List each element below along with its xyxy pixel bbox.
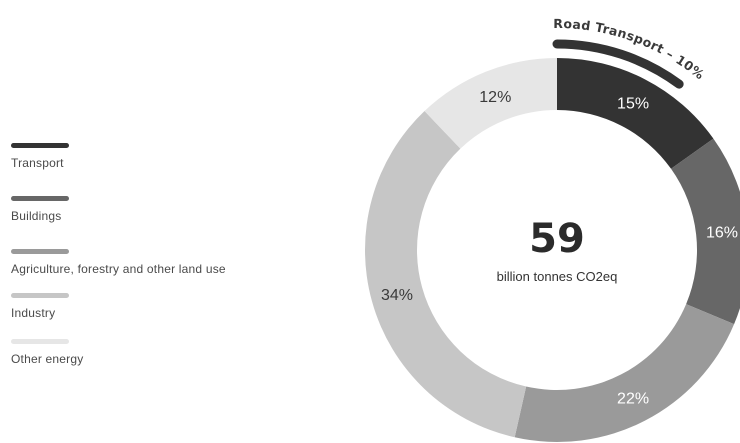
slice-label-agriculture-forestry-and-other-land-use: 22% bbox=[617, 391, 649, 408]
legend-item-buildings: Buildings bbox=[11, 196, 69, 223]
legend-item-other-energy: Other energy bbox=[11, 339, 83, 366]
center-total-value: 59 bbox=[529, 216, 585, 262]
center-total-caption: billion tonnes CO2eq bbox=[497, 269, 618, 284]
slice-labels: 15% 16% 22% 34% 12% bbox=[381, 89, 738, 408]
legend-item-industry: Industry bbox=[11, 293, 69, 320]
legend-swatch-industry bbox=[11, 293, 69, 298]
sub-segment-arc bbox=[552, 39, 684, 89]
slice-label-industry: 34% bbox=[381, 287, 413, 304]
donut-slices bbox=[365, 57, 740, 443]
legend-label-buildings: Buildings bbox=[11, 209, 62, 223]
slice-industry bbox=[365, 111, 527, 438]
legend-item-agriculture: Agriculture, forestry and other land use bbox=[11, 249, 226, 276]
legend-swatch-agriculture bbox=[11, 249, 69, 254]
slice-label-other-energy: 12% bbox=[479, 89, 511, 106]
legend-label-other-energy: Other energy bbox=[11, 352, 84, 366]
legend-swatch-other-energy bbox=[11, 339, 69, 344]
legend-item-transport: Transport bbox=[11, 143, 69, 170]
legend-label-transport: Transport bbox=[11, 156, 64, 170]
legend-label-agriculture: Agriculture, forestry and other land use bbox=[11, 262, 226, 276]
slice-transport bbox=[557, 58, 714, 169]
slice-other-energy bbox=[424, 57, 557, 149]
legend-swatch-buildings bbox=[11, 196, 69, 201]
slice-label-transport: 15% bbox=[617, 95, 649, 112]
slice-label-buildings: 16% bbox=[706, 225, 738, 242]
legend-swatch-transport bbox=[11, 143, 69, 148]
slice-buildings bbox=[671, 138, 740, 325]
slice-agriculture-forestry-and-other-land-use bbox=[514, 304, 735, 443]
legend-label-industry: Industry bbox=[11, 306, 56, 320]
